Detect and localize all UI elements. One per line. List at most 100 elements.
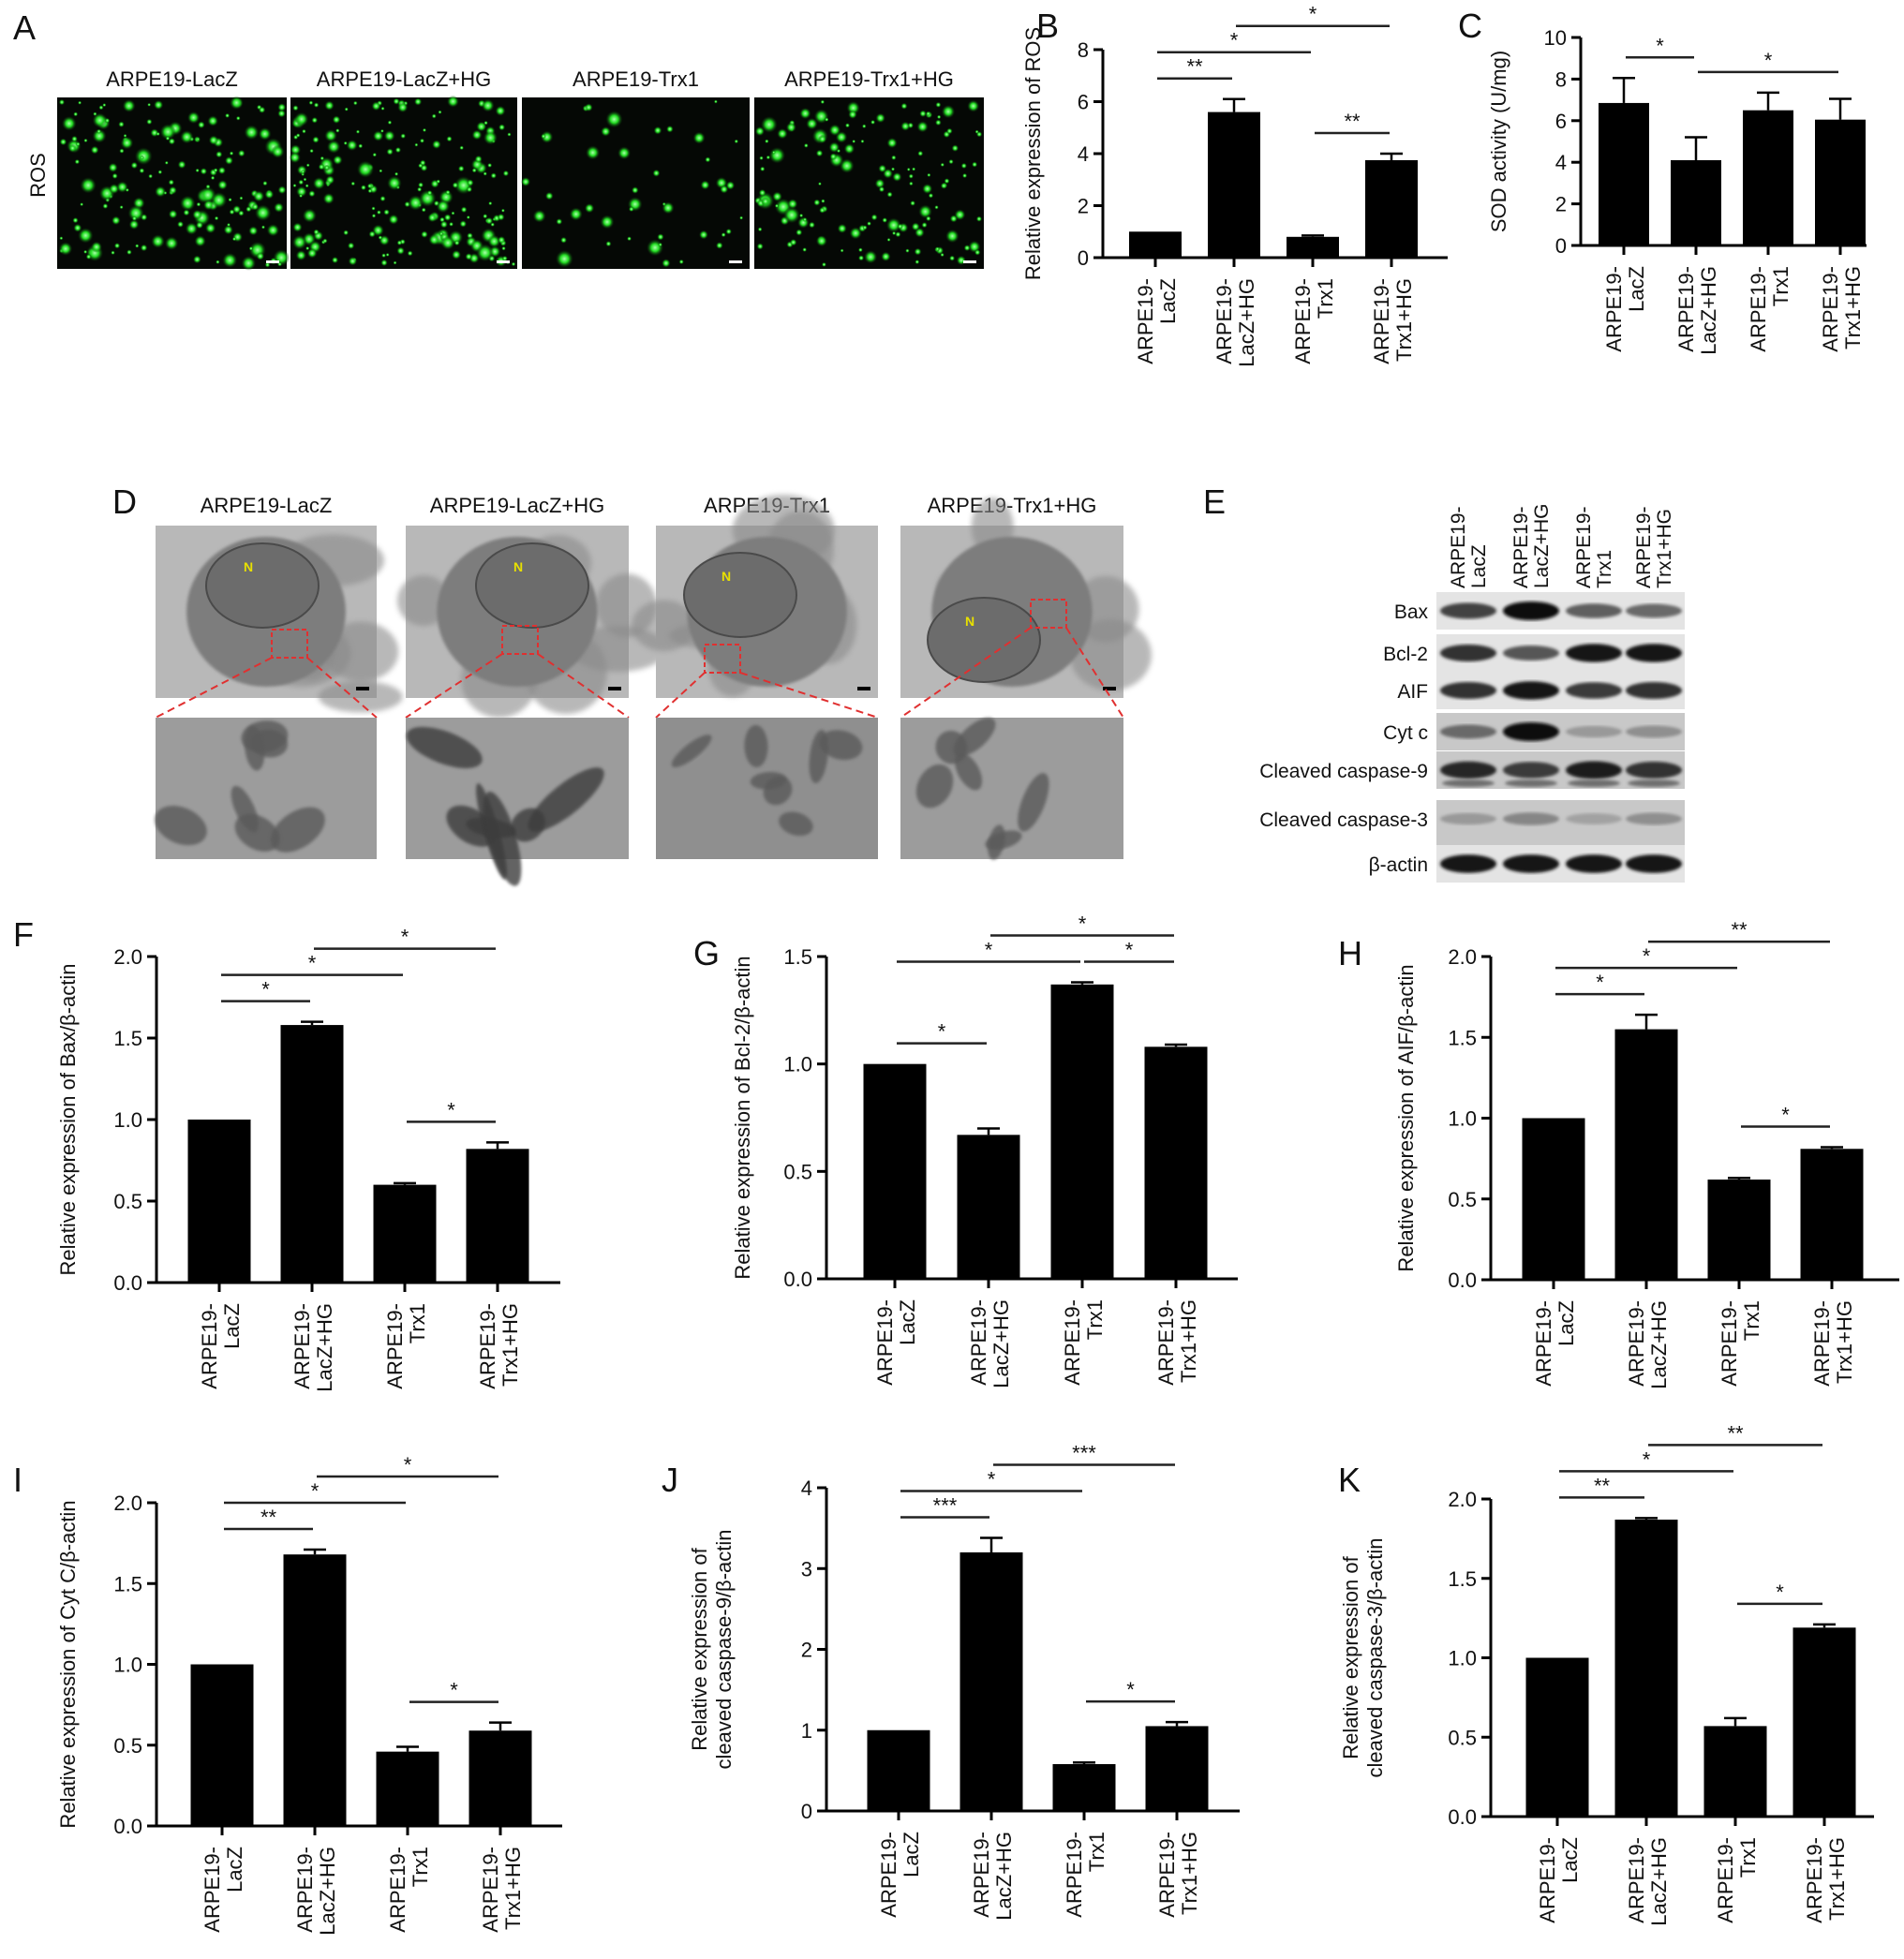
ros-signal-dot bbox=[452, 182, 459, 189]
x-tick-label: ARPE19-Trx1+HG bbox=[1803, 1837, 1849, 1923]
ros-signal-dot bbox=[789, 238, 797, 246]
nucleus-label: N bbox=[244, 559, 253, 574]
ros-signal-dot bbox=[828, 124, 841, 137]
zoom-connector bbox=[655, 672, 706, 719]
ros-signal-dot bbox=[862, 225, 868, 230]
x-tick-label-line: ARPE19- bbox=[290, 1303, 314, 1389]
blot-band bbox=[1566, 644, 1622, 662]
lane-label: ARPE19-LacZ bbox=[1448, 506, 1490, 588]
significance-label: * bbox=[1078, 913, 1087, 936]
bar bbox=[1287, 236, 1339, 258]
significance-label: * bbox=[988, 1467, 996, 1491]
ros-signal-dot bbox=[927, 172, 931, 177]
x-tick-label-line: ARPE19- bbox=[479, 1847, 502, 1933]
ros-signal-dot bbox=[356, 160, 375, 178]
x-tick-label-line: ARPE19- bbox=[1212, 278, 1236, 364]
ros-signal-dot bbox=[857, 247, 863, 253]
ros-signal-dot bbox=[92, 128, 107, 143]
ros-signal-dot bbox=[83, 138, 88, 143]
ros-signal-dot bbox=[344, 107, 349, 111]
micrograph-title: ARPE19-LacZ+HG bbox=[317, 67, 491, 91]
ros-micrograph bbox=[754, 97, 984, 269]
significance-label: ** bbox=[1344, 110, 1361, 133]
y-tick-label: 1.0 bbox=[1448, 1647, 1477, 1670]
ros-signal-dot bbox=[313, 229, 320, 235]
ros-signal-dot bbox=[436, 199, 451, 214]
ros-signal-dot bbox=[500, 208, 505, 213]
bar bbox=[1208, 111, 1260, 258]
ros-signal-dot bbox=[185, 222, 199, 235]
ros-signal-dot bbox=[367, 188, 373, 194]
x-tick-label: ARPE19-LacZ+HG bbox=[967, 1299, 1013, 1388]
ros-signal-dot bbox=[497, 235, 506, 245]
ros-signal-dot bbox=[886, 137, 898, 149]
ros-signal-dot bbox=[223, 225, 233, 235]
x-tick-label-line: ARPE19- bbox=[970, 1832, 993, 1918]
y-tick-label: 3 bbox=[801, 1557, 812, 1581]
ros-signal-dot bbox=[90, 145, 99, 155]
x-tick-label-line: ARPE19- bbox=[383, 1303, 407, 1389]
bar bbox=[1614, 1520, 1678, 1817]
ros-signal-dot bbox=[239, 196, 244, 200]
mitochondrion bbox=[953, 718, 996, 757]
scale-bar bbox=[857, 687, 870, 690]
micrograph-background bbox=[522, 97, 750, 269]
ros-signal-dot bbox=[393, 260, 397, 265]
bar bbox=[1599, 102, 1649, 246]
lane-label-line: ARPE19- bbox=[1510, 506, 1532, 588]
ros-signal-dot bbox=[309, 148, 314, 154]
bar bbox=[867, 1729, 930, 1811]
micrograph-title: ARPE19-Trx1+HG bbox=[784, 67, 954, 91]
ros-signal-dot bbox=[471, 168, 477, 173]
tem-title: ARPE19-LacZ+HG bbox=[430, 494, 604, 517]
ros-signal-dot bbox=[385, 252, 390, 257]
significance-label: * bbox=[450, 1679, 458, 1702]
ros-signal-dot bbox=[454, 240, 460, 246]
ros-signal-dot bbox=[366, 183, 373, 189]
ros-signal-dot bbox=[916, 121, 929, 133]
ros-signal-dot bbox=[112, 172, 118, 180]
chart-h: 0.0 0.5 1.0 1.5 2.0 Relative expression of AI… bbox=[1394, 918, 1899, 1389]
x-tick-label-line: Trx1+HG bbox=[498, 1303, 522, 1387]
ros-signal-dot bbox=[400, 133, 407, 140]
ros-signal-dot bbox=[662, 201, 675, 215]
ros-signal-dot bbox=[848, 110, 857, 120]
ros-signal-dot bbox=[819, 206, 826, 214]
blot-row-label: Cleaved caspase-3 bbox=[1259, 809, 1428, 831]
ros-signal-dot bbox=[466, 179, 474, 186]
significance-label: * bbox=[1230, 29, 1239, 52]
bar bbox=[1144, 1046, 1208, 1279]
ros-signal-dot bbox=[159, 124, 176, 141]
ros-signal-dot bbox=[264, 261, 271, 268]
ros-signal-dot bbox=[292, 222, 303, 232]
lane-label-line: Trx1+HG bbox=[1654, 509, 1675, 588]
scale-bar bbox=[497, 260, 510, 263]
x-tick-label: ARPE19-Trx1 bbox=[1718, 1300, 1763, 1387]
ros-signal-dot bbox=[605, 241, 612, 247]
x-tick-label-line: ARPE19- bbox=[1291, 278, 1315, 364]
y-tick-label: 8 bbox=[1555, 67, 1567, 91]
chart-j: 0 1 2 3 4 Relative expression ofcleaved caspa… bbox=[688, 1441, 1240, 1921]
mitochondrion bbox=[155, 806, 207, 846]
ros-signal-dot bbox=[715, 242, 723, 249]
significance-label: ** bbox=[1731, 918, 1748, 942]
scale-bar bbox=[356, 687, 369, 690]
y-tick-label: 0.5 bbox=[1448, 1726, 1477, 1749]
ros-signal-dot bbox=[151, 234, 165, 248]
ros-signal-dot bbox=[948, 158, 954, 165]
ros-signal-dot bbox=[821, 261, 827, 267]
ros-signal-dot bbox=[372, 130, 384, 141]
lane-label-line: Trx1 bbox=[1594, 550, 1615, 588]
x-tick-label-line: LacZ bbox=[1625, 266, 1648, 312]
ros-signal-dot bbox=[886, 237, 891, 242]
ros-signal-dot bbox=[217, 166, 227, 175]
x-tick-label: ARPE19-LacZ+HG bbox=[293, 1847, 339, 1936]
ros-signal-dot bbox=[264, 189, 275, 200]
ros-signal-dot bbox=[296, 186, 307, 198]
ros-signal-dot bbox=[739, 215, 744, 220]
ros-signal-dot bbox=[777, 127, 788, 140]
ros-signal-dot bbox=[164, 236, 179, 250]
ros-signal-dot bbox=[698, 230, 708, 240]
